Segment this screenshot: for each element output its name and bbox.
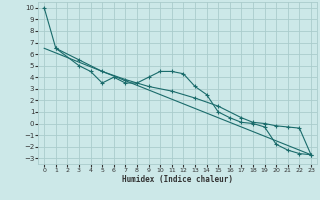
X-axis label: Humidex (Indice chaleur): Humidex (Indice chaleur) [122,175,233,184]
